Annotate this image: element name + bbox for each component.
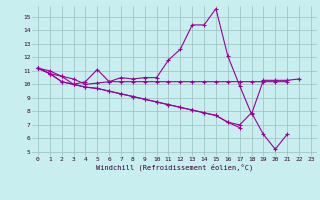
X-axis label: Windchill (Refroidissement éolien,°C): Windchill (Refroidissement éolien,°C) (96, 164, 253, 171)
